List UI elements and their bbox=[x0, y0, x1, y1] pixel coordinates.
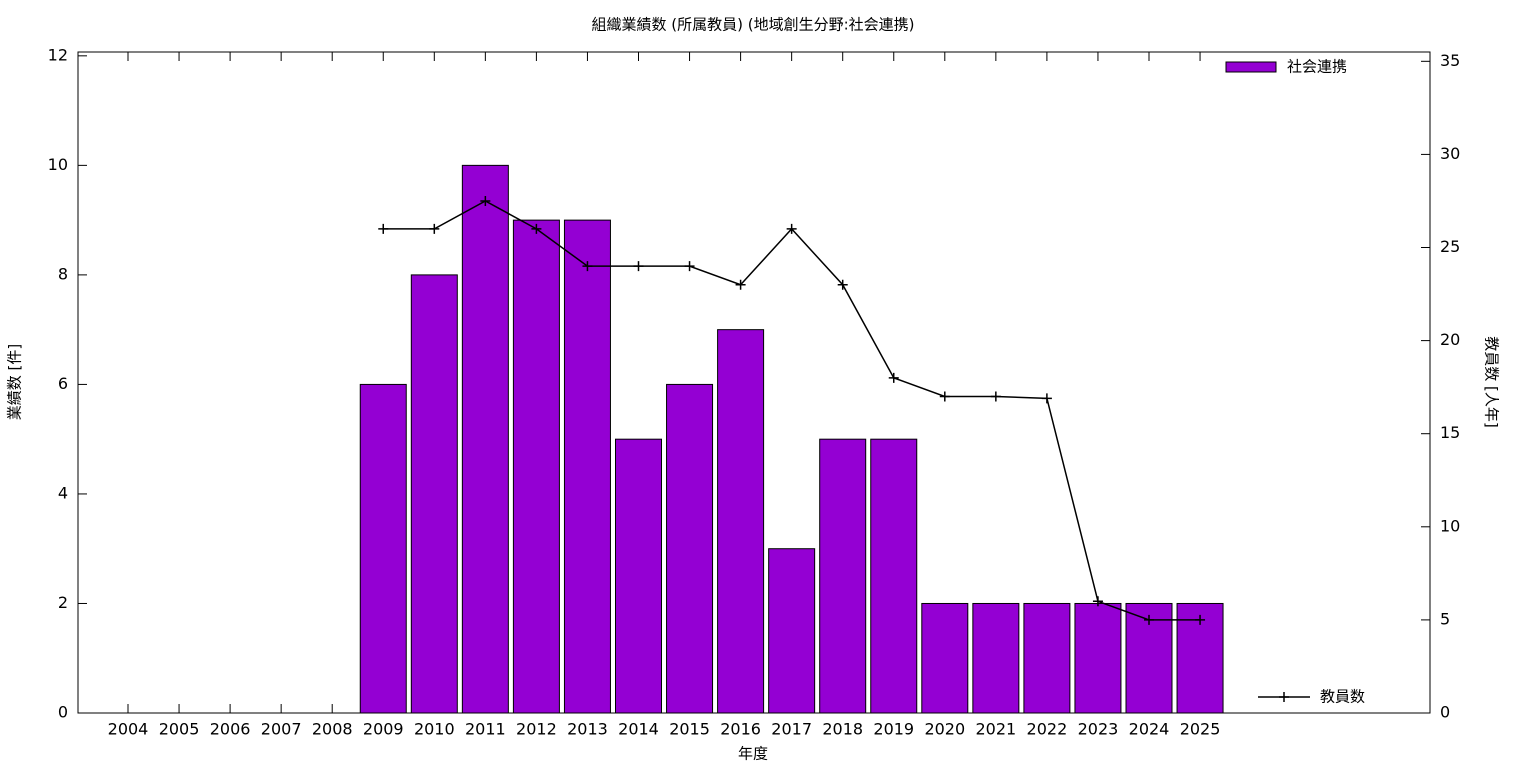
x-tick-label: 2021 bbox=[975, 720, 1016, 739]
point bbox=[1092, 596, 1103, 607]
y2-tick-label: 15 bbox=[1440, 423, 1460, 442]
y2-tick-label: 30 bbox=[1440, 144, 1460, 163]
point bbox=[888, 372, 899, 383]
point bbox=[939, 391, 950, 402]
point bbox=[1195, 614, 1206, 625]
x-tick-label: 2006 bbox=[210, 720, 251, 739]
point bbox=[480, 195, 491, 206]
y-tick-label: 2 bbox=[58, 593, 68, 612]
x-tick-label: 2009 bbox=[363, 720, 404, 739]
legend-swatch bbox=[1225, 61, 1277, 73]
bar bbox=[870, 438, 918, 714]
y-tick-label: 8 bbox=[58, 264, 68, 283]
point bbox=[990, 391, 1001, 402]
x-tick-label: 2013 bbox=[567, 720, 608, 739]
point bbox=[1041, 393, 1052, 404]
point bbox=[684, 261, 695, 272]
y-tick-label: 4 bbox=[58, 483, 68, 502]
x-axis-label: 年度 bbox=[738, 745, 768, 763]
x-tick-label: 2012 bbox=[516, 720, 557, 739]
point bbox=[429, 223, 440, 234]
y2-tick-label: 35 bbox=[1440, 51, 1460, 70]
y2-tick-label: 5 bbox=[1440, 609, 1450, 628]
x-tick-label: 2016 bbox=[720, 720, 761, 739]
bar bbox=[768, 548, 816, 714]
x-tick-label: 2024 bbox=[1129, 720, 1170, 739]
y2-tick-label: 25 bbox=[1440, 237, 1460, 256]
bar bbox=[666, 383, 714, 714]
x-tick-label: 2017 bbox=[771, 720, 812, 739]
x-tick-label: 2019 bbox=[873, 720, 914, 739]
x-tick-label: 2011 bbox=[465, 720, 506, 739]
point bbox=[582, 261, 593, 272]
point bbox=[735, 279, 746, 290]
point bbox=[633, 261, 644, 272]
x-tick-label: 2014 bbox=[618, 720, 659, 739]
bar bbox=[1023, 602, 1071, 714]
point bbox=[531, 223, 542, 234]
x-tick-label: 2007 bbox=[261, 720, 302, 739]
y-tick-label: 0 bbox=[58, 703, 68, 722]
y2-axis-label: 教員数 [人年] bbox=[1483, 336, 1501, 427]
y2-tick-label: 0 bbox=[1440, 703, 1450, 722]
bar bbox=[615, 438, 662, 714]
y-tick-label: 12 bbox=[48, 45, 68, 64]
x-tick-label: 2025 bbox=[1180, 720, 1221, 739]
bar bbox=[461, 164, 509, 714]
bar bbox=[359, 383, 407, 714]
legend-label: 社会連携 bbox=[1287, 58, 1347, 76]
y-tick-label: 6 bbox=[58, 374, 68, 393]
bar bbox=[410, 274, 458, 714]
x-tick-label: 2005 bbox=[159, 720, 200, 739]
point bbox=[378, 223, 389, 234]
bar bbox=[819, 438, 867, 714]
legend-label: 教員数 bbox=[1320, 688, 1365, 706]
point bbox=[786, 223, 797, 234]
bar bbox=[563, 219, 611, 714]
bar bbox=[512, 219, 560, 714]
x-tick-label: 2015 bbox=[669, 720, 710, 739]
x-tick-label: 2022 bbox=[1027, 720, 1068, 739]
x-tick-label: 2020 bbox=[924, 720, 965, 739]
y-axis-label: 業績数 [件] bbox=[6, 344, 24, 420]
bar bbox=[717, 329, 765, 714]
y2-tick-label: 20 bbox=[1440, 330, 1460, 349]
point bbox=[837, 279, 848, 290]
x-tick-label: 2023 bbox=[1078, 720, 1119, 739]
bar bbox=[921, 602, 969, 714]
chart-title: 組織業績数 (所属教員) (地域創生分野:社会連携) bbox=[591, 16, 914, 34]
y-tick-label: 10 bbox=[48, 155, 68, 174]
x-tick-label: 2004 bbox=[108, 720, 149, 739]
x-tick-label: 2018 bbox=[822, 720, 863, 739]
point bbox=[1144, 614, 1154, 625]
bar bbox=[1074, 602, 1122, 714]
legend-swatch bbox=[1279, 692, 1289, 702]
x-tick-label: 2010 bbox=[414, 720, 455, 739]
bar bbox=[972, 602, 1020, 714]
y2-tick-label: 10 bbox=[1440, 516, 1460, 535]
x-tick-label: 2008 bbox=[312, 720, 353, 739]
